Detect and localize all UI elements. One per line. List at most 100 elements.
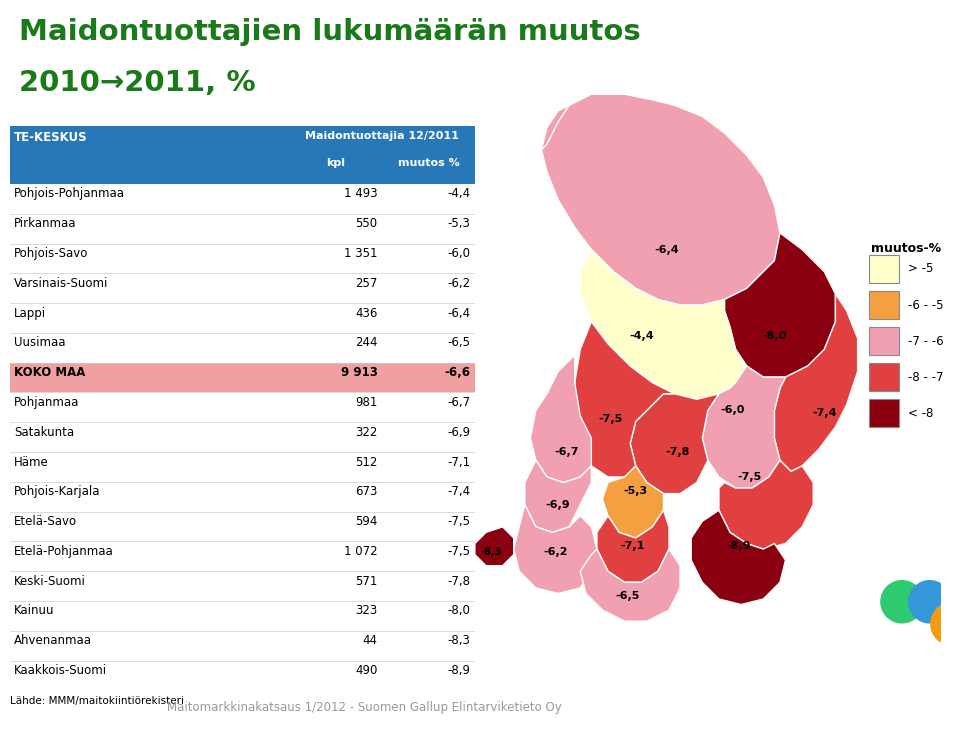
Text: kpl: kpl	[326, 158, 345, 168]
Text: -6,7: -6,7	[447, 396, 470, 409]
Text: Pohjois-Savo: Pohjois-Savo	[14, 247, 88, 260]
Bar	[869, 399, 900, 427]
Text: > -5: > -5	[907, 263, 933, 275]
Text: -4,4: -4,4	[629, 331, 654, 340]
Text: Kaakkois-Suomi: Kaakkois-Suomi	[14, 664, 108, 677]
Text: Keski-Suomi: Keski-Suomi	[14, 575, 86, 588]
Text: Maitomarkkinakatsaus 1/2012 - Suomen Gallup Elintarviketieto Oy: Maitomarkkinakatsaus 1/2012 - Suomen Gal…	[167, 701, 563, 714]
Polygon shape	[725, 233, 835, 377]
Text: Maidontuottajia 12/2011: Maidontuottajia 12/2011	[305, 131, 459, 142]
Text: -4,4: -4,4	[447, 188, 470, 201]
Polygon shape	[691, 510, 785, 604]
Text: 244: 244	[355, 337, 377, 350]
Text: muutos-%: muutos-%	[872, 242, 942, 255]
Polygon shape	[719, 461, 813, 549]
Text: TE-KESKUS: TE-KESKUS	[14, 131, 88, 145]
Text: Maidontuottajien lukumäärän muutos: Maidontuottajien lukumäärän muutos	[19, 18, 641, 46]
Text: 2010→2011, %: 2010→2011, %	[19, 69, 255, 97]
Polygon shape	[541, 105, 569, 150]
Text: Pohjanmaa: Pohjanmaa	[14, 396, 80, 409]
Text: -8,0: -8,0	[762, 331, 786, 340]
Text: 1 351: 1 351	[344, 247, 377, 260]
Text: -7 - -6: -7 - -6	[907, 334, 943, 347]
Text: Varsinais-Suomi: Varsinais-Suomi	[14, 277, 108, 290]
Text: -6,7: -6,7	[554, 447, 579, 457]
Text: -7,5: -7,5	[447, 545, 470, 558]
Polygon shape	[514, 504, 597, 593]
Text: Pohjois-Karjala: Pohjois-Karjala	[14, 485, 101, 499]
Polygon shape	[775, 294, 857, 472]
Text: -7,5: -7,5	[447, 515, 470, 528]
Text: Etelä-Savo: Etelä-Savo	[14, 515, 78, 528]
Text: -6,4: -6,4	[654, 245, 679, 255]
Text: -7,8: -7,8	[665, 447, 689, 457]
Bar	[869, 364, 900, 391]
Text: 323: 323	[355, 604, 377, 618]
Text: -8,3: -8,3	[447, 634, 470, 648]
Text: 981: 981	[355, 396, 377, 409]
Polygon shape	[541, 94, 780, 305]
Text: Uusimaa: Uusimaa	[14, 337, 65, 350]
Text: -5,3: -5,3	[447, 218, 470, 230]
Text: 1 493: 1 493	[344, 188, 377, 201]
Bar	[869, 291, 900, 319]
Text: -7,8: -7,8	[447, 575, 470, 588]
Polygon shape	[703, 366, 785, 488]
Text: -7,1: -7,1	[621, 541, 645, 551]
Text: -6,5: -6,5	[447, 337, 470, 350]
Polygon shape	[525, 461, 591, 532]
Text: Kainuu: Kainuu	[14, 604, 55, 618]
Text: -6,6: -6,6	[444, 366, 470, 379]
Text: Ahvenanmaa: Ahvenanmaa	[14, 634, 92, 648]
Text: < -8: < -8	[907, 407, 933, 420]
Text: 322: 322	[355, 426, 377, 439]
Text: Lähde: MMM/maitokiintiörekisteri: Lähde: MMM/maitokiintiörekisteri	[10, 696, 183, 706]
Text: -7,4: -7,4	[812, 408, 836, 418]
Text: 1 072: 1 072	[344, 545, 377, 558]
Text: -6,9: -6,9	[546, 500, 570, 510]
Text: Etelä-Pohjanmaa: Etelä-Pohjanmaa	[14, 545, 114, 558]
Polygon shape	[580, 250, 747, 399]
Text: -6,2: -6,2	[447, 277, 470, 290]
Text: -6,4: -6,4	[447, 307, 470, 320]
Text: muutos %: muutos %	[397, 158, 460, 168]
Text: 550: 550	[355, 218, 377, 230]
Text: -8,3: -8,3	[481, 547, 502, 557]
Circle shape	[881, 580, 924, 623]
Text: -8 - -7: -8 - -7	[907, 371, 943, 383]
Bar	[869, 255, 900, 283]
Polygon shape	[630, 393, 719, 493]
Text: Häme: Häme	[14, 456, 49, 469]
Text: -7,4: -7,4	[447, 485, 470, 499]
Text: -6,2: -6,2	[543, 547, 567, 557]
Text: 594: 594	[355, 515, 377, 528]
Polygon shape	[580, 549, 680, 621]
Text: 673: 673	[355, 485, 377, 499]
Text: Pirkanmaa: Pirkanmaa	[14, 218, 77, 230]
Text: -8,9: -8,9	[447, 664, 470, 677]
Polygon shape	[597, 510, 669, 583]
Text: 512: 512	[355, 456, 377, 469]
Polygon shape	[530, 355, 591, 483]
Circle shape	[931, 603, 960, 645]
Text: -6,5: -6,5	[615, 591, 639, 602]
Text: -7,5: -7,5	[737, 472, 761, 482]
Polygon shape	[475, 527, 514, 566]
Text: -6,0: -6,0	[447, 247, 470, 260]
Text: Lappi: Lappi	[14, 307, 46, 320]
Text: 571: 571	[355, 575, 377, 588]
Text: 490: 490	[355, 664, 377, 677]
Text: 436: 436	[355, 307, 377, 320]
Text: -6 - -5: -6 - -5	[907, 299, 943, 312]
Text: -8,0: -8,0	[447, 604, 470, 618]
Text: Satakunta: Satakunta	[14, 426, 74, 439]
Text: 257: 257	[355, 277, 377, 290]
Text: 9 913: 9 913	[341, 366, 377, 379]
Bar	[869, 327, 900, 355]
Text: -6,9: -6,9	[447, 426, 470, 439]
Text: -7,1: -7,1	[447, 456, 470, 469]
Text: KOKO MAA: KOKO MAA	[14, 366, 85, 379]
Bar	[10, 363, 475, 393]
Bar	[10, 126, 475, 184]
Text: 44: 44	[363, 634, 377, 648]
